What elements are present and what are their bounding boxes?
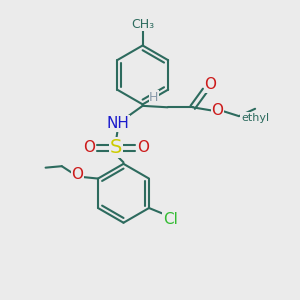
Text: Cl: Cl <box>163 212 178 227</box>
Text: NH: NH <box>106 116 129 131</box>
Text: H: H <box>149 91 158 104</box>
Text: O: O <box>212 103 224 118</box>
Text: O: O <box>137 140 149 155</box>
Text: ethyl: ethyl <box>241 112 269 123</box>
Text: S: S <box>110 138 122 157</box>
Text: O: O <box>71 167 83 182</box>
Text: CH₃: CH₃ <box>131 18 154 31</box>
Text: O: O <box>204 77 216 92</box>
Text: O: O <box>83 140 95 155</box>
